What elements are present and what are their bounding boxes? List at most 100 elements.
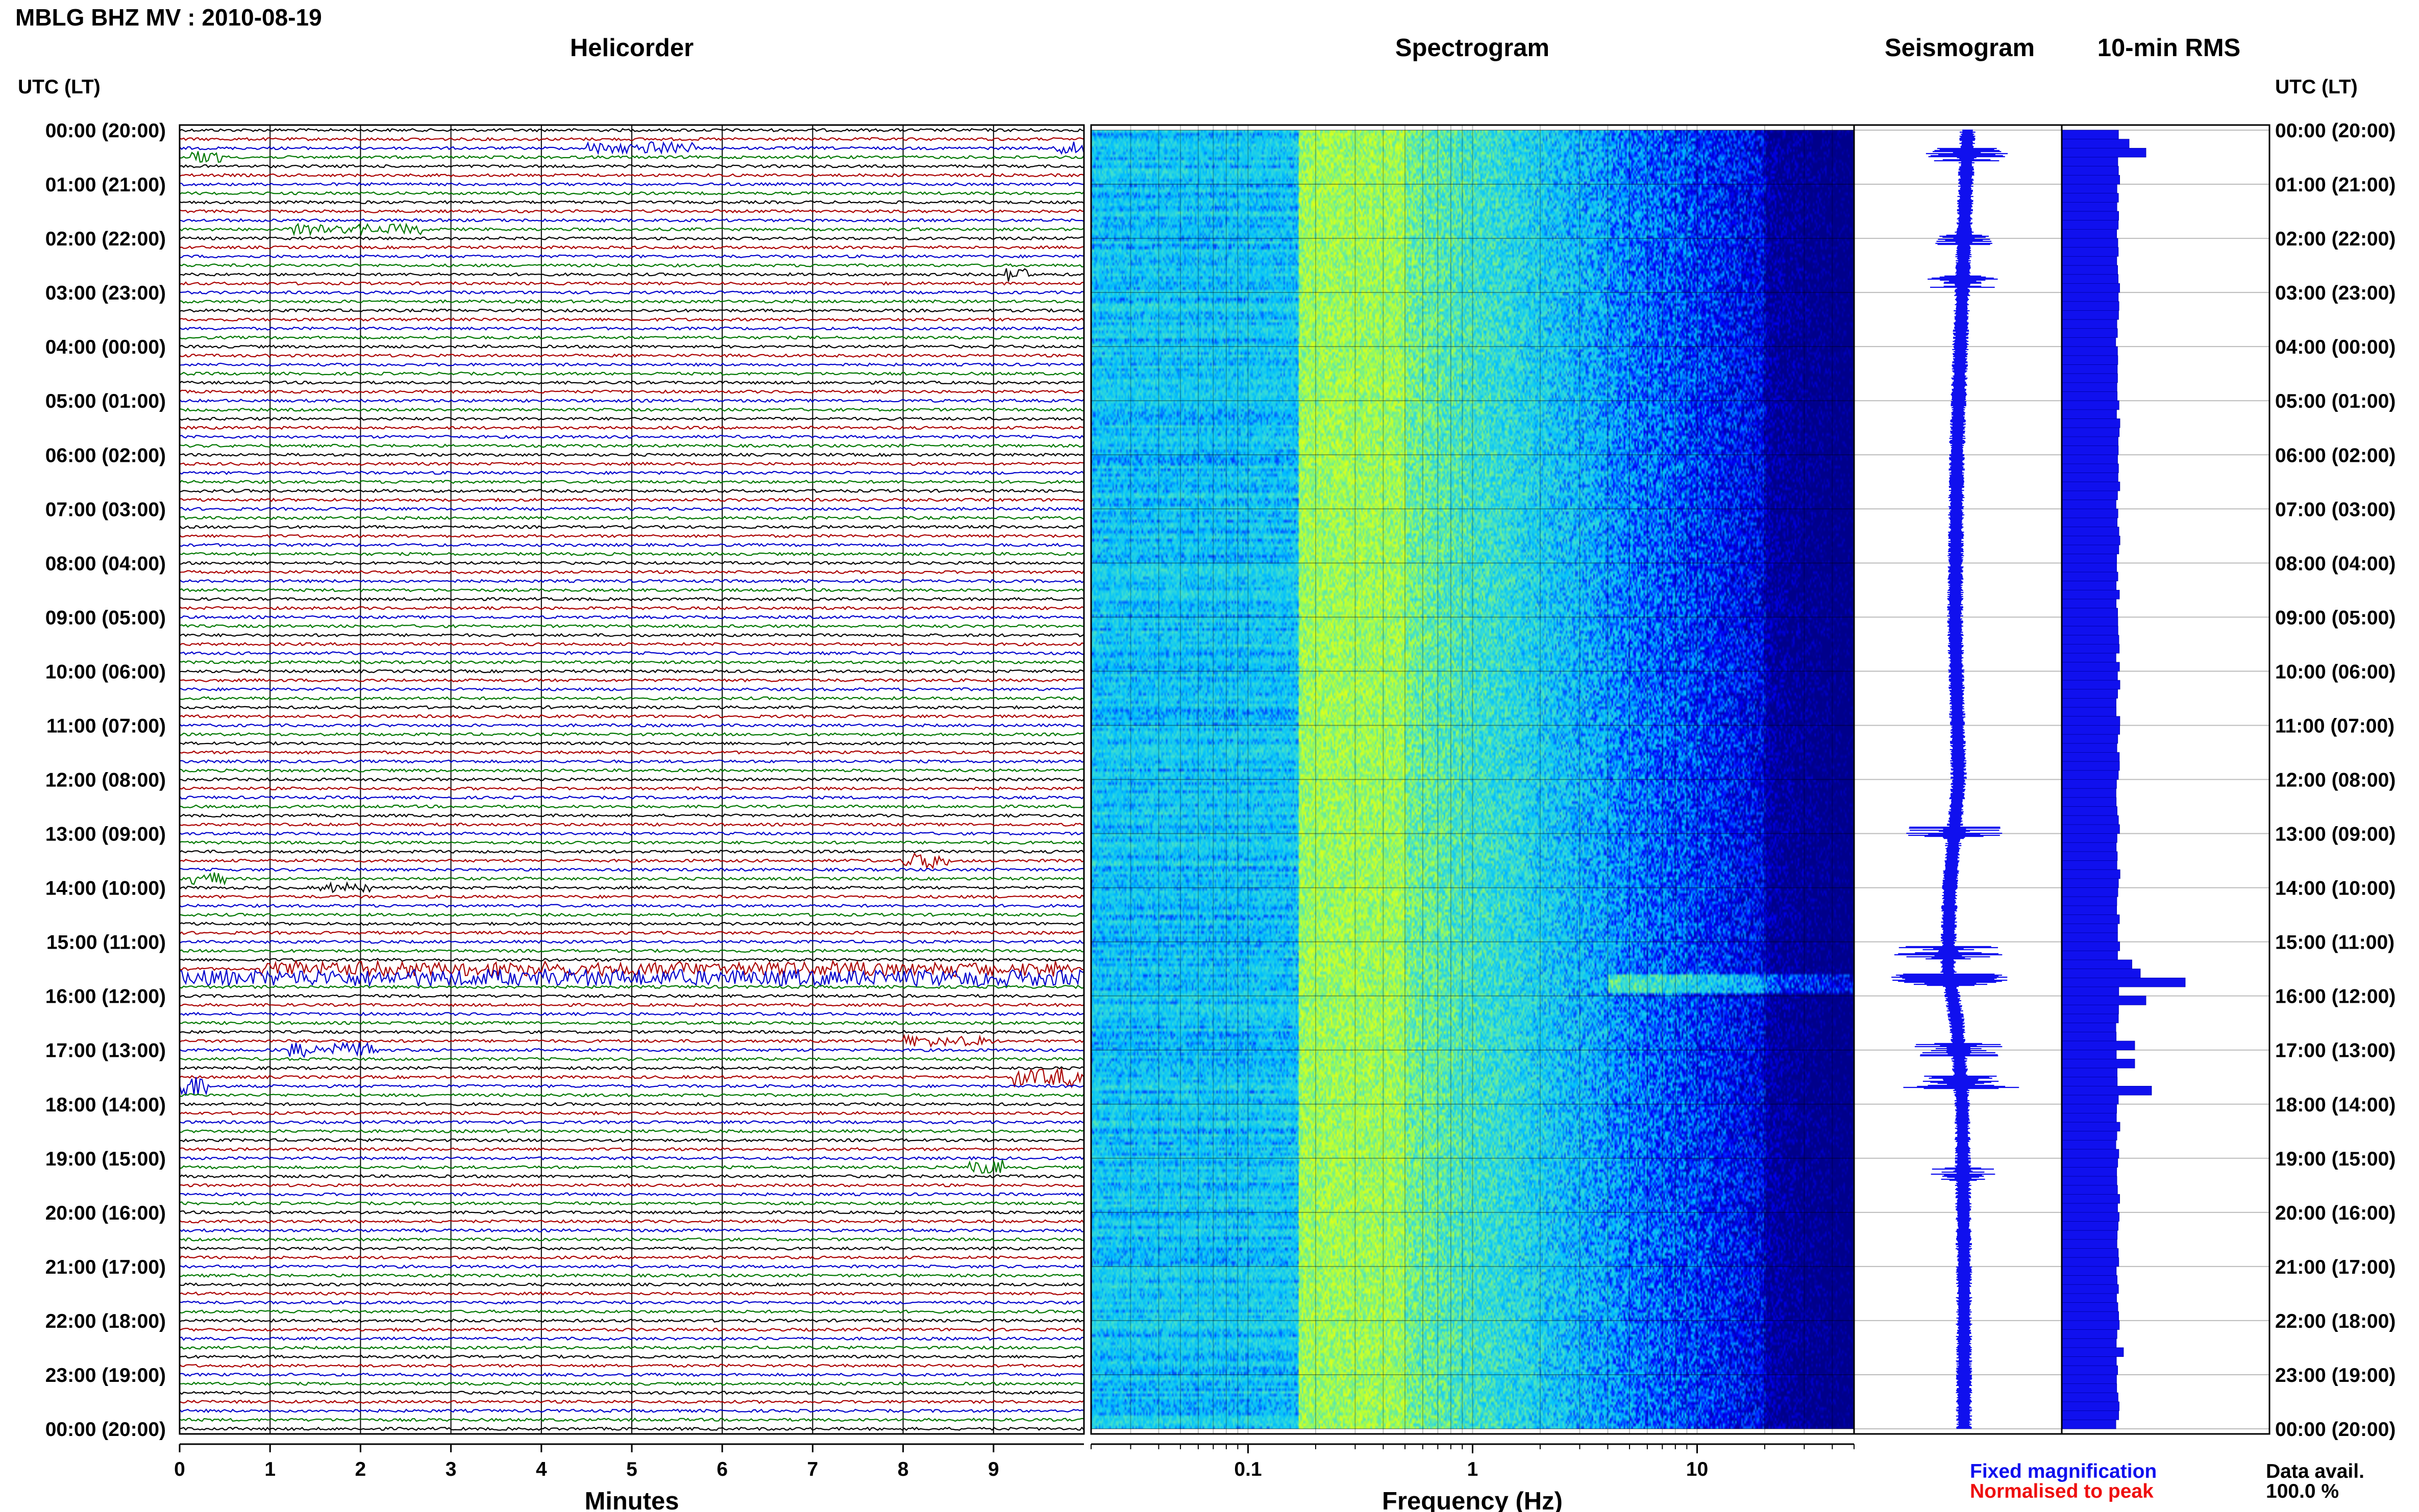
time-tick-right: 02:00 (22:00) — [2275, 228, 2396, 250]
frequency-tick-label: 0.1 — [1234, 1458, 1262, 1480]
rms-bar — [2061, 319, 2117, 329]
rms-bar — [2061, 1302, 2118, 1312]
rms-bar — [2061, 806, 2117, 816]
helicorder-trace — [179, 1364, 1084, 1368]
time-tick-left: 07:00 (03:00) — [45, 499, 166, 520]
spectrogram-image — [1091, 130, 1854, 1429]
helicorder-trace — [179, 416, 1084, 421]
rms-bar — [2061, 1113, 2117, 1123]
helicorder-trace — [179, 488, 1084, 493]
helicorder-trace — [179, 872, 1084, 886]
rms-bar — [2061, 562, 2117, 573]
time-tick-right: 20:00 (16:00) — [2275, 1202, 2396, 1224]
rms-bar — [2061, 1122, 2120, 1132]
helicorder-trace — [179, 786, 1084, 791]
rms-bar — [2061, 1212, 2119, 1222]
helicorder-title: Helicorder — [570, 34, 694, 62]
helicorder-trace — [179, 852, 1084, 870]
seismogram-title: Seismogram — [1885, 34, 2035, 62]
helicorder-trace — [179, 1057, 1084, 1061]
time-tick-right: 16:00 (12:00) — [2275, 986, 2396, 1008]
helicorder-trace — [179, 948, 1084, 953]
rms-bar — [2061, 833, 2117, 843]
helicorder-trace — [179, 141, 1085, 156]
helicorder-trace — [179, 452, 1084, 457]
helicorder-trace — [179, 353, 1084, 358]
rms-bar — [2061, 292, 2119, 302]
data-availability-label: Data avail. — [2266, 1460, 2364, 1482]
minutes-tick-label: 4 — [536, 1458, 547, 1480]
helicorder-trace — [179, 804, 1084, 809]
helicorder-trace — [179, 750, 1084, 755]
helicorder-trace — [179, 768, 1084, 773]
rms-bar — [2061, 211, 2119, 221]
helicorder-trace — [179, 867, 1084, 872]
time-tick-left: 22:00 (18:00) — [45, 1310, 166, 1332]
rms-bar — [2061, 473, 2118, 482]
helicorder-trace — [179, 822, 1084, 827]
helicorder-trace — [179, 470, 1084, 475]
rms-bar — [2061, 635, 2119, 645]
time-tick-left: 11:00 (07:00) — [46, 715, 166, 737]
helicorder-trace — [179, 1120, 1084, 1125]
minutes-axis-label: Minutes — [584, 1488, 679, 1512]
helicorder-trace — [179, 1318, 1084, 1323]
helicorder-trace — [179, 1077, 1084, 1096]
time-tick-right: 21:00 (17:00) — [2275, 1256, 2396, 1278]
rms-bar — [2061, 463, 2119, 473]
rms-bar — [2061, 256, 2117, 266]
rms-bar — [2061, 1284, 2119, 1294]
rms-bar — [2061, 1013, 2119, 1024]
rms-bar — [2061, 1248, 2119, 1258]
helicorder-trace — [179, 362, 1084, 367]
helicorder-frame — [179, 124, 1085, 1435]
helicorder-trace — [179, 597, 1084, 602]
rms-bar — [2061, 436, 2118, 446]
rms-bar — [2061, 743, 2117, 753]
helicorder-trace — [179, 1201, 1084, 1206]
rms-bar — [2061, 599, 2117, 609]
time-tick-left: 21:00 (17:00) — [45, 1256, 166, 1278]
helicorder-trace — [179, 1381, 1084, 1386]
helicorder-trace — [179, 1137, 1084, 1143]
helicorder-trace — [179, 687, 1084, 692]
rms-bar — [2061, 1266, 2117, 1276]
helicorder-trace — [179, 1273, 1084, 1278]
spectrogram-title: Spectrogram — [1395, 34, 1549, 62]
helicorder-trace — [179, 939, 1084, 944]
helicorder-trace — [179, 840, 1084, 845]
rms-bar — [2061, 653, 2116, 663]
rms-bar — [2061, 1068, 2117, 1078]
time-tick-left: 15:00 (11:00) — [46, 932, 166, 954]
helicorder-trace — [179, 561, 1084, 565]
helicorder-trace — [179, 1426, 1084, 1431]
rms-bar — [2061, 1383, 2117, 1393]
rms-bar — [2061, 923, 2118, 933]
rms-bar — [2061, 310, 2119, 320]
helicorder-trace — [179, 335, 1084, 340]
helicorder-trace — [179, 164, 1084, 169]
time-tick-right: 10:00 (06:00) — [2275, 661, 2396, 683]
rms-bar — [2061, 725, 2120, 735]
rms-bar — [2061, 175, 2120, 185]
helicorder-trace — [179, 921, 1084, 926]
rms-bar — [2061, 1365, 2118, 1375]
rms-bar — [2061, 914, 2120, 924]
rms-bar — [2061, 959, 2132, 970]
rms-bar — [2061, 527, 2119, 536]
helicorder-trace — [179, 1192, 1084, 1197]
minutes-tick-label: 5 — [626, 1458, 637, 1480]
rms-bar — [2061, 1140, 2116, 1150]
rms-bar — [2061, 247, 2119, 257]
rms-bar — [2061, 1104, 2117, 1113]
helicorder-trace — [179, 881, 1084, 894]
rms-bar — [2061, 517, 2117, 528]
helicorder-trace — [179, 254, 1084, 259]
rms-title: 10-min RMS — [2097, 34, 2240, 62]
helicorder-trace — [179, 268, 1084, 282]
helicorder-trace — [179, 525, 1084, 529]
helicorder-trace — [179, 317, 1084, 322]
rms-bar — [2061, 896, 2117, 906]
rms-bar — [2061, 616, 2118, 627]
helicorder-trace — [179, 1110, 1084, 1116]
